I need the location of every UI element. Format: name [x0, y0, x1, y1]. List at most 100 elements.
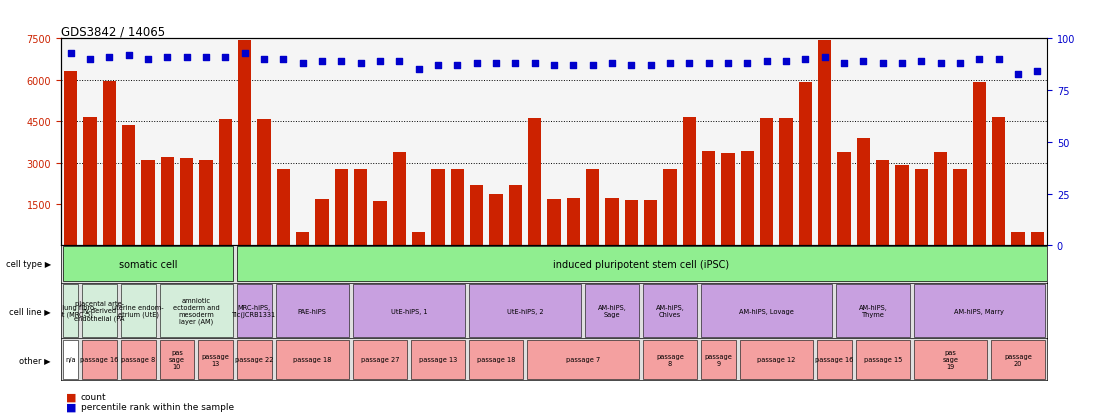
Text: ■: ■	[66, 402, 76, 412]
Point	[584, 63, 602, 69]
Bar	[1012, 232, 1025, 246]
Bar	[237, 340, 271, 379]
Point	[661, 61, 679, 67]
Bar	[470, 185, 483, 246]
Bar	[179, 159, 194, 246]
Bar	[876, 160, 890, 246]
Bar	[451, 170, 464, 246]
Bar	[605, 199, 618, 246]
Bar	[490, 194, 503, 246]
Point	[564, 63, 582, 69]
Bar	[740, 152, 755, 246]
Text: cell line ▶: cell line ▶	[9, 306, 51, 315]
Point	[797, 57, 814, 63]
Text: passage 13: passage 13	[419, 356, 458, 362]
Text: UtE-hiPS, 1: UtE-hiPS, 1	[391, 308, 428, 314]
Bar	[779, 119, 793, 246]
Text: AM-hiPS,
Chives: AM-hiPS, Chives	[656, 304, 685, 317]
Bar	[702, 152, 716, 246]
Bar	[953, 170, 967, 246]
Bar	[934, 153, 947, 246]
Text: placental arte-
ry-derived
endothelial (PA: placental arte- ry-derived endothelial (…	[74, 301, 125, 321]
Text: passage
8: passage 8	[656, 353, 684, 366]
Point	[468, 61, 485, 67]
Point	[545, 63, 563, 69]
Bar	[353, 340, 407, 379]
Bar	[760, 119, 773, 246]
Point	[371, 59, 389, 65]
Point	[410, 67, 428, 74]
Text: AM-hiPS, Lovage: AM-hiPS, Lovage	[739, 308, 794, 314]
Text: PAE-hiPS: PAE-hiPS	[298, 308, 327, 314]
Point	[332, 59, 350, 65]
Point	[294, 61, 311, 67]
Bar	[643, 285, 697, 337]
Bar	[82, 340, 117, 379]
Text: GDS3842 / 14065: GDS3842 / 14065	[61, 25, 165, 38]
Text: passage
13: passage 13	[202, 353, 229, 366]
Point	[913, 59, 931, 65]
Text: passage 12: passage 12	[757, 356, 796, 362]
Text: cell type ▶: cell type ▶	[6, 260, 51, 269]
Bar	[817, 340, 852, 379]
Point	[275, 57, 293, 63]
Bar	[122, 126, 135, 246]
Bar	[198, 340, 233, 379]
Bar	[238, 40, 252, 246]
Text: passage 18: passage 18	[476, 356, 515, 362]
Bar	[527, 340, 639, 379]
Point	[815, 55, 833, 61]
Point	[140, 57, 157, 63]
Point	[158, 55, 176, 61]
Bar	[856, 138, 870, 246]
Bar	[103, 82, 116, 246]
Point	[101, 55, 119, 61]
Point	[216, 55, 234, 61]
Bar	[353, 170, 368, 246]
Point	[835, 61, 853, 67]
Point	[81, 57, 99, 63]
Bar	[353, 285, 465, 337]
Bar	[855, 340, 910, 379]
Point	[429, 63, 447, 69]
Bar	[160, 285, 233, 337]
Point	[506, 61, 524, 67]
Point	[1028, 69, 1046, 76]
Bar	[566, 199, 581, 246]
Bar	[838, 153, 851, 246]
Point	[526, 61, 544, 67]
Text: amniotic
ectoderm and
mesoderm
layer (AM): amniotic ectoderm and mesoderm layer (AM…	[173, 297, 219, 325]
Point	[351, 61, 369, 67]
Bar	[160, 340, 194, 379]
Point	[893, 61, 911, 67]
Bar	[895, 166, 909, 246]
Bar	[373, 201, 387, 246]
Point	[874, 61, 892, 67]
Point	[62, 50, 80, 57]
Bar	[973, 83, 986, 246]
Text: passage 16: passage 16	[815, 356, 853, 362]
Bar	[547, 199, 561, 246]
Bar	[644, 200, 657, 246]
Point	[449, 63, 466, 69]
Point	[932, 61, 950, 67]
Bar	[63, 340, 79, 379]
Bar	[586, 170, 599, 246]
Text: passage 18: passage 18	[294, 356, 331, 362]
Point	[488, 61, 505, 67]
Point	[758, 59, 776, 65]
Bar	[199, 160, 213, 246]
Point	[255, 57, 273, 63]
Point	[951, 61, 968, 67]
Bar	[121, 340, 156, 379]
Bar	[992, 118, 1005, 246]
Bar	[799, 83, 812, 246]
Text: percentile rank within the sample: percentile rank within the sample	[81, 402, 234, 411]
Bar	[664, 170, 677, 246]
Bar	[701, 285, 832, 337]
Point	[390, 59, 408, 65]
Bar	[121, 285, 156, 337]
Bar	[392, 153, 406, 246]
Bar	[740, 340, 813, 379]
Bar	[277, 170, 290, 246]
